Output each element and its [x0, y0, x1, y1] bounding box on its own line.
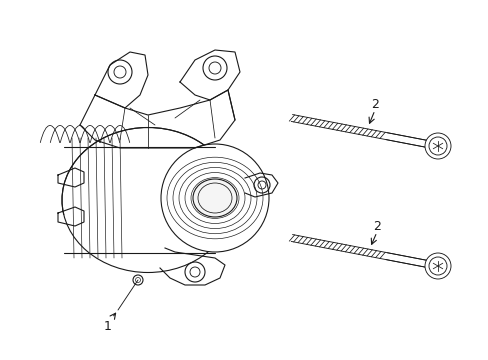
- Ellipse shape: [193, 179, 237, 217]
- Text: 2: 2: [370, 98, 378, 111]
- Ellipse shape: [428, 137, 446, 155]
- Text: 1: 1: [104, 320, 112, 333]
- Ellipse shape: [428, 257, 446, 275]
- Ellipse shape: [424, 133, 450, 159]
- Ellipse shape: [424, 253, 450, 279]
- Ellipse shape: [62, 127, 234, 273]
- Text: 2: 2: [372, 220, 380, 233]
- Ellipse shape: [161, 144, 268, 252]
